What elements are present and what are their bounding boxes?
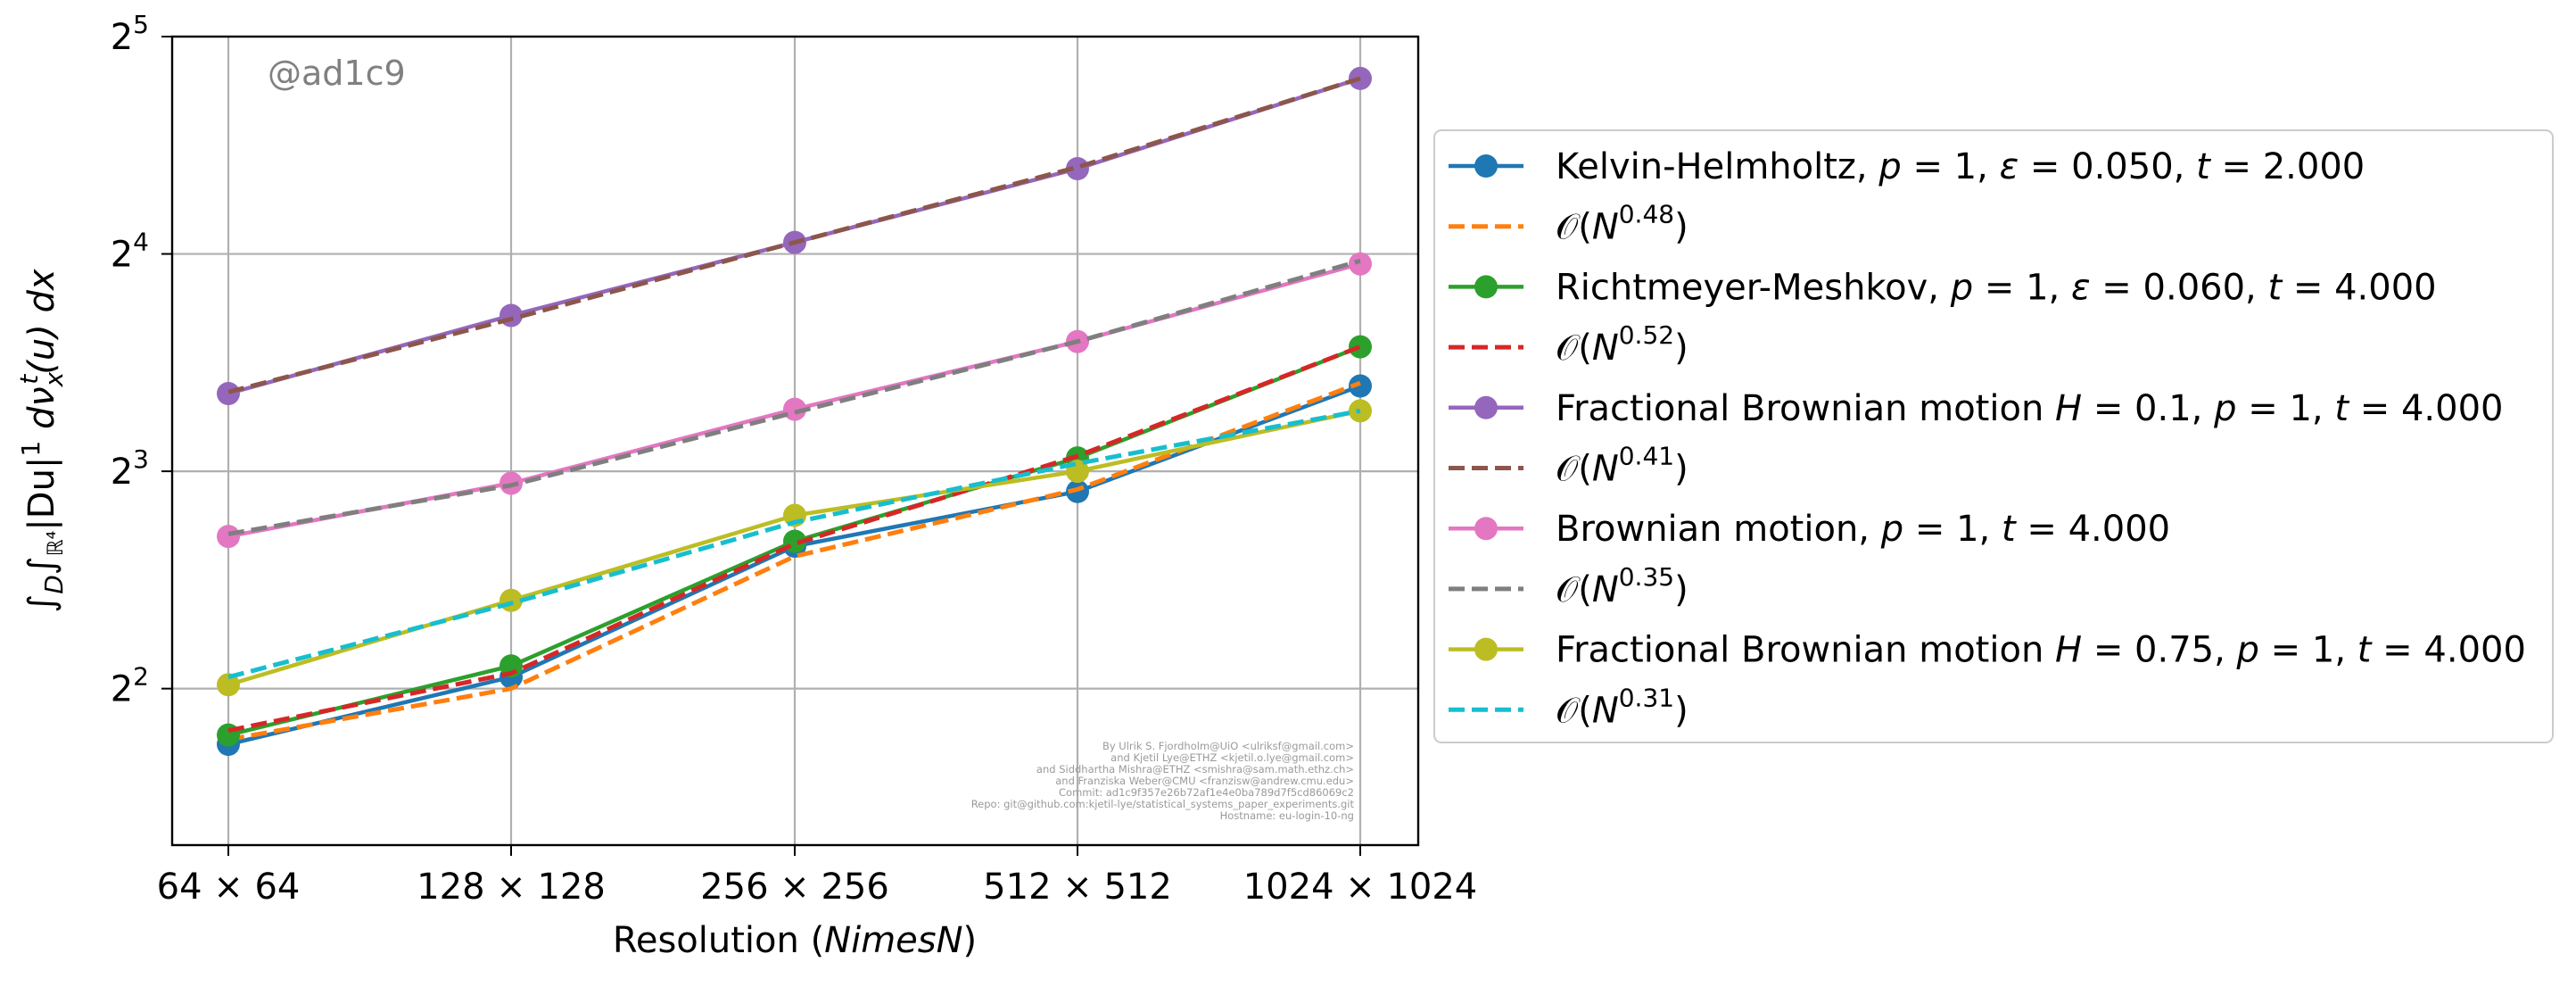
- legend-label: 𝒪(N0.35): [1556, 562, 1688, 610]
- data-point: [500, 588, 523, 612]
- y-axis-label: ∫D∫ℝ⁴|Du|1 dνxt(u) dx: [14, 269, 69, 613]
- credits-line: and Kjetil Lye@ETHZ <kjetil.o.lye@gmail.…: [1110, 751, 1354, 764]
- legend-label: Richtmeyer-Meshkov, p = 1, ε = 0.060, t …: [1556, 267, 2437, 308]
- x-tick-label: 128 × 128: [417, 867, 606, 908]
- grid: [172, 35, 1418, 845]
- x-tick-label: 256 × 256: [700, 867, 889, 908]
- data-point: [217, 673, 240, 697]
- watermark: @ad1c9: [268, 54, 406, 93]
- legend-item: 𝒪(N0.35): [1449, 562, 1688, 610]
- legend-label: 𝒪(N0.31): [1556, 683, 1688, 731]
- series-7: [227, 258, 1361, 536]
- legend-box: [1433, 129, 2554, 743]
- data-point: [1349, 374, 1372, 398]
- legend-item: Fractional Brownian motion H = 0.1, p = …: [1449, 388, 2503, 429]
- x-axis-ticks: 64 × 64 128 × 128 256 × 256 512 × 512 1024 ×…: [157, 845, 1478, 908]
- series-3: [227, 344, 1361, 734]
- series-line: [227, 380, 1361, 742]
- legend-label: Fractional Brownian motion H = 0.75, p =…: [1556, 630, 2526, 671]
- legend-item: 𝒪(N0.41): [1449, 442, 1688, 490]
- legend-marker: [1474, 154, 1498, 178]
- data-point: [500, 654, 523, 678]
- data-point: [1349, 335, 1372, 359]
- legend-label: 𝒪(N0.41): [1556, 442, 1688, 490]
- credits-line: Repo: git@github.com:kjetil-lye/statisti…: [971, 798, 1355, 810]
- legend-marker: [1474, 517, 1498, 541]
- series-5: [227, 76, 1361, 394]
- legend-label: Brownian motion, p = 1, t = 4.000: [1556, 509, 2170, 550]
- credits: By Ulrik S. Fjordholm@UiO <ulriksf@gmail…: [971, 740, 1355, 822]
- series-layer: [217, 66, 1372, 756]
- legend-item: 𝒪(N0.48): [1449, 200, 1688, 248]
- legend-item: 𝒪(N0.52): [1449, 320, 1688, 369]
- legend: Kelvin-Helmholtz, p = 1, ε = 0.050, t = …: [1433, 129, 2554, 743]
- legend-label: Kelvin-Helmholtz, p = 1, ε = 0.050, t = …: [1556, 146, 2365, 187]
- y-axis-ticks: 22 23 24 25: [111, 10, 172, 710]
- series-line: [227, 258, 1361, 536]
- x-tick-label: 64 × 64: [157, 867, 301, 908]
- series-line: [227, 408, 1361, 680]
- series-line: [227, 76, 1361, 394]
- series-line: [227, 344, 1361, 734]
- y-tick-label: 22: [111, 662, 149, 710]
- credits-line: By Ulrik S. Fjordholm@UiO <ulriksf@gmail…: [1102, 740, 1354, 752]
- legend-item: Brownian motion, p = 1, t = 4.000: [1449, 509, 2170, 550]
- y-tick-label: 24: [111, 228, 149, 276]
- data-point: [1066, 157, 1089, 180]
- data-point: [783, 397, 806, 421]
- legend-label: Fractional Brownian motion H = 0.1, p = …: [1556, 388, 2503, 429]
- legend-marker: [1474, 275, 1498, 299]
- y-tick-label: 25: [111, 10, 149, 58]
- x-tick-label: 512 × 512: [983, 867, 1172, 908]
- legend-label: 𝒪(N0.48): [1556, 200, 1688, 248]
- credits-line: and Franziska Weber@CMU <franzisw@andrew…: [1055, 775, 1354, 787]
- legend-item: 𝒪(N0.31): [1449, 683, 1688, 731]
- legend-marker: [1474, 637, 1498, 661]
- data-point: [217, 382, 240, 405]
- legend-item: Richtmeyer-Meshkov, p = 1, ε = 0.060, t …: [1449, 267, 2437, 308]
- credits-line: and Siddhartha Mishra@ETHZ <smishra@sam.…: [1036, 763, 1354, 776]
- credits-line: Commit: ad1c9f357e26b72af1e4e0ba789d7f5c…: [1059, 786, 1354, 799]
- legend-item: Fractional Brownian motion H = 0.75, p =…: [1449, 630, 2526, 671]
- legend-item: Kelvin-Helmholtz, p = 1, ε = 0.050, t = …: [1449, 146, 2365, 187]
- data-point: [217, 525, 240, 549]
- series-9: [227, 408, 1361, 680]
- y-tick-label: 23: [111, 444, 149, 493]
- x-axis-label: Resolution (NimesN): [613, 920, 977, 961]
- series-1: [227, 380, 1361, 742]
- data-point: [500, 303, 523, 328]
- credits-line: Hostname: eu-login-10-ng: [1220, 809, 1354, 822]
- x-tick-label: 1024 × 1024: [1243, 867, 1478, 908]
- legend-label: 𝒪(N0.52): [1556, 320, 1688, 369]
- legend-marker: [1474, 395, 1498, 419]
- data-point: [1349, 252, 1372, 276]
